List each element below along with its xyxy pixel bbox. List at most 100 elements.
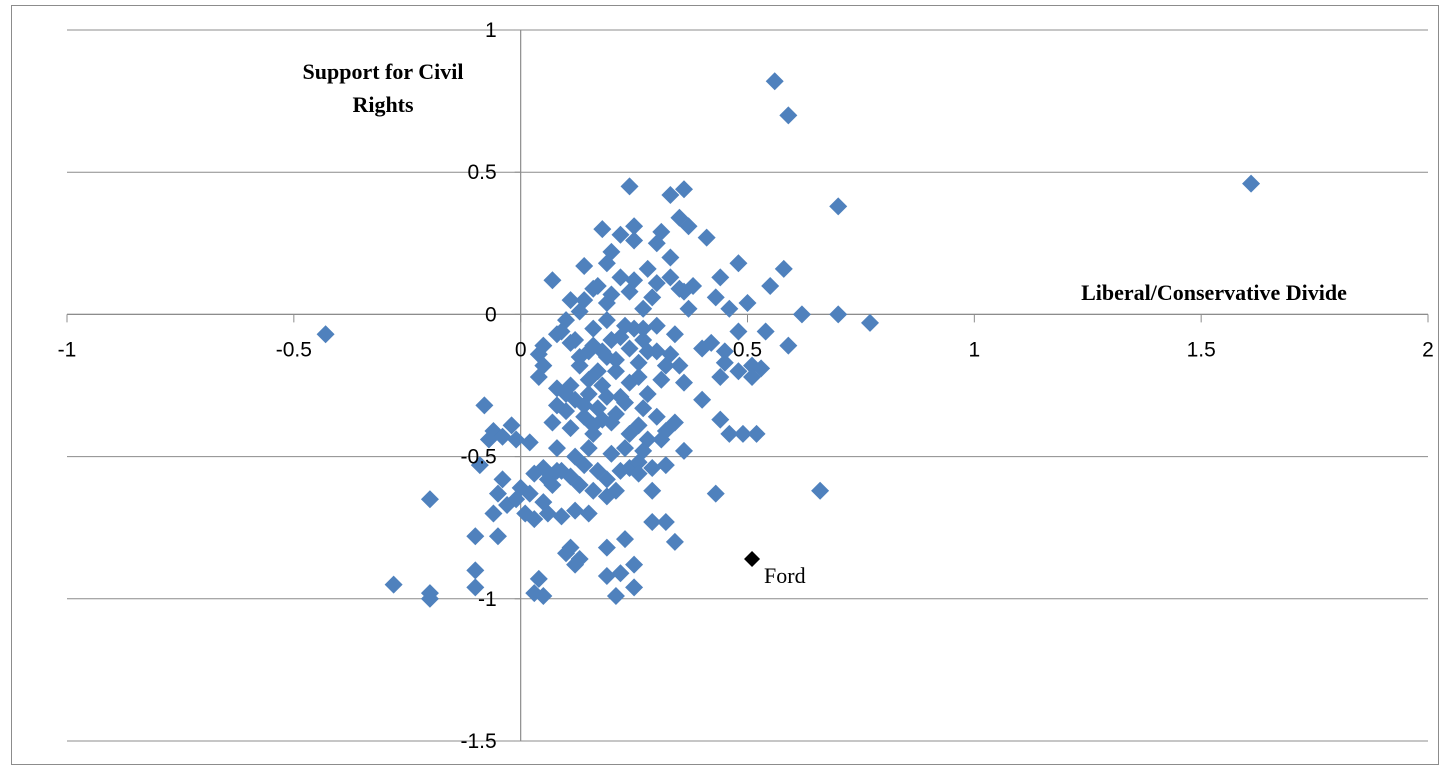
- data-point: [697, 228, 716, 247]
- data-point: [584, 481, 603, 500]
- data-point: [566, 330, 585, 349]
- data-point: [656, 356, 675, 375]
- data-point: [611, 461, 630, 480]
- data-point: [715, 353, 734, 372]
- data-point: [629, 464, 648, 483]
- data-point: [557, 544, 576, 563]
- data-point: [511, 478, 530, 497]
- data-point: [475, 396, 494, 415]
- data-point: [611, 387, 630, 406]
- data-point: [647, 316, 666, 335]
- x-tick-label: 0.5: [733, 338, 762, 361]
- data-point: [470, 456, 489, 475]
- data-point: [488, 527, 507, 546]
- data-point: [625, 231, 644, 250]
- x-tick-label: -0.5: [276, 338, 312, 361]
- data-point: [588, 399, 607, 418]
- data-point: [779, 336, 798, 355]
- data-point: [611, 268, 630, 287]
- ford-annotation: Ford: [764, 563, 806, 588]
- data-point: [597, 254, 616, 273]
- data-point: [543, 413, 562, 432]
- data-point: [611, 225, 630, 244]
- data-point: [606, 350, 625, 369]
- data-point: [606, 586, 625, 605]
- data-point: [634, 441, 653, 460]
- data-point: [715, 342, 734, 361]
- data-point: [665, 532, 684, 551]
- data-point: [860, 313, 879, 332]
- data-point: [661, 248, 680, 267]
- data-point: [643, 458, 662, 477]
- data-point: [566, 501, 585, 520]
- data-point: [493, 470, 512, 489]
- chart-frame: [11, 5, 1439, 765]
- data-point: [656, 513, 675, 532]
- data-point: [584, 416, 603, 435]
- data-point: [629, 353, 648, 372]
- data-point: [661, 268, 680, 287]
- data-point: [561, 467, 580, 486]
- y-tick-label: 1: [485, 19, 497, 42]
- data-point: [670, 356, 689, 375]
- y-tick-label: -1: [478, 588, 497, 611]
- data-point: [602, 444, 621, 463]
- data-point: [579, 370, 598, 389]
- data-point: [606, 481, 625, 500]
- data-point: [634, 319, 653, 338]
- data-point: [561, 291, 580, 310]
- data-point: [643, 481, 662, 500]
- data-point: [520, 433, 539, 452]
- data-point: [738, 294, 757, 313]
- data-point: [674, 180, 693, 199]
- data-point: [547, 461, 566, 480]
- data-point: [647, 342, 666, 361]
- data-point: [570, 302, 589, 321]
- data-point: [674, 373, 693, 392]
- data-point: [484, 504, 503, 523]
- data-point: [575, 456, 594, 475]
- data-point: [529, 367, 548, 386]
- data-point: [634, 399, 653, 418]
- data-point: [652, 430, 671, 449]
- gridlines: [67, 29, 1428, 742]
- data-point: [525, 464, 544, 483]
- data-point: [502, 416, 521, 435]
- data-point: [493, 427, 512, 446]
- data-point: [597, 311, 616, 330]
- data-point: [661, 185, 680, 204]
- y-tick-label: 0.5: [467, 161, 496, 184]
- data-point: [534, 336, 553, 355]
- data-point: [679, 217, 698, 236]
- data-point: [420, 589, 439, 608]
- data-point: [647, 234, 666, 253]
- data-point: [593, 376, 612, 395]
- data-point: [638, 385, 657, 404]
- data-point: [774, 259, 793, 278]
- data-point: [616, 316, 635, 335]
- data-point: [575, 396, 594, 415]
- data-point: [552, 507, 571, 526]
- data-point: [693, 390, 712, 409]
- data-point: [547, 379, 566, 398]
- data-point: [602, 413, 621, 432]
- data-point: [652, 370, 671, 389]
- data-point: [575, 257, 594, 276]
- data-point: [611, 564, 630, 583]
- x-tick-label: 2: [1422, 338, 1434, 361]
- data-point: [561, 419, 580, 438]
- data-point: [584, 319, 603, 338]
- data-point: [629, 367, 648, 386]
- x-tick-label: 1.5: [1187, 338, 1216, 361]
- data-point: [829, 197, 848, 216]
- data-point: [534, 493, 553, 512]
- data-point: [593, 220, 612, 239]
- data-point: [779, 106, 798, 125]
- data-point: [488, 484, 507, 503]
- data-point: [584, 279, 603, 298]
- data-point: [711, 268, 730, 287]
- data-point: [643, 513, 662, 532]
- x-tick-label: 1: [968, 338, 980, 361]
- data-point: [729, 254, 748, 273]
- data-point: [570, 348, 589, 367]
